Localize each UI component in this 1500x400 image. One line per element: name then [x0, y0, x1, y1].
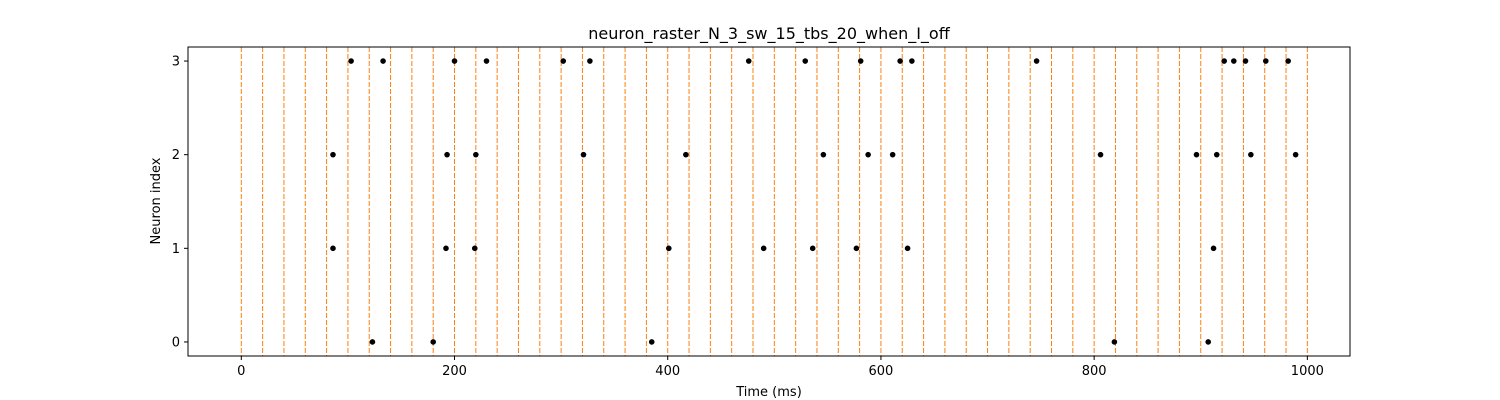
spike-point	[889, 151, 896, 158]
spike-point	[648, 339, 655, 345]
spike-point	[580, 151, 587, 158]
spike-point	[857, 58, 864, 64]
x-tick-label: 600	[869, 364, 894, 379]
spike-point	[587, 58, 593, 64]
spike-point	[369, 339, 376, 345]
spike-point	[1097, 151, 1104, 158]
spike-point	[853, 245, 860, 252]
spike-point	[483, 58, 490, 64]
spike-point	[330, 245, 336, 252]
spike-point	[1111, 339, 1118, 345]
spike-point	[473, 151, 479, 158]
x-tick-label: 1000	[1291, 364, 1324, 379]
chart-title: neuron_raster_N_3_sw_15_tbs_20_when_I_of…	[588, 24, 950, 44]
spike-point	[1193, 151, 1200, 158]
spike-markers	[330, 58, 1299, 345]
y-axis: 0 1 2 3	[172, 55, 188, 350]
spike-point	[444, 151, 450, 158]
x-tick-label: 800	[1082, 364, 1107, 379]
y-axis-label: Neuron index	[149, 157, 164, 244]
spike-point	[897, 58, 903, 64]
x-tick-label: 200	[442, 364, 467, 379]
x-tick-label: 0	[237, 364, 245, 379]
spike-point	[802, 58, 809, 64]
x-axis-label: Time (ms)	[735, 385, 802, 400]
spike-point	[1231, 58, 1237, 64]
spike-point	[1205, 339, 1212, 345]
spike-point	[683, 151, 689, 158]
spike-point	[471, 245, 478, 252]
y-tick-label: 2	[172, 148, 180, 163]
spike-point	[1285, 58, 1291, 64]
spike-point	[1242, 58, 1249, 64]
spike-point	[760, 245, 767, 252]
x-axis: 0 200 400 600 800 1000	[237, 356, 1324, 379]
spike-point	[380, 58, 386, 64]
spike-point	[348, 58, 354, 64]
spike-point	[745, 58, 752, 64]
spike-point	[820, 151, 827, 158]
plot-frame	[187, 46, 1351, 357]
spike-point	[330, 151, 336, 158]
spike-point	[430, 339, 436, 345]
y-tick-label: 0	[172, 335, 180, 350]
spike-point	[904, 245, 911, 252]
spike-point	[443, 245, 449, 252]
spike-point	[909, 58, 915, 64]
spike-point	[1213, 151, 1220, 158]
spike-point	[1292, 151, 1299, 158]
time-bin-lines	[240, 47, 1308, 356]
spike-point	[865, 151, 871, 158]
spike-point	[1248, 151, 1254, 158]
spike-point	[1210, 245, 1217, 252]
spike-point	[809, 245, 816, 252]
y-tick-label: 3	[172, 55, 180, 70]
spike-point	[1262, 58, 1269, 64]
y-tick-label: 1	[172, 242, 180, 257]
spike-point	[451, 58, 458, 64]
spike-point	[1221, 58, 1228, 64]
spike-point	[665, 245, 672, 252]
spike-point	[560, 58, 567, 64]
spike-point	[1033, 58, 1040, 64]
x-tick-label: 400	[655, 364, 680, 379]
